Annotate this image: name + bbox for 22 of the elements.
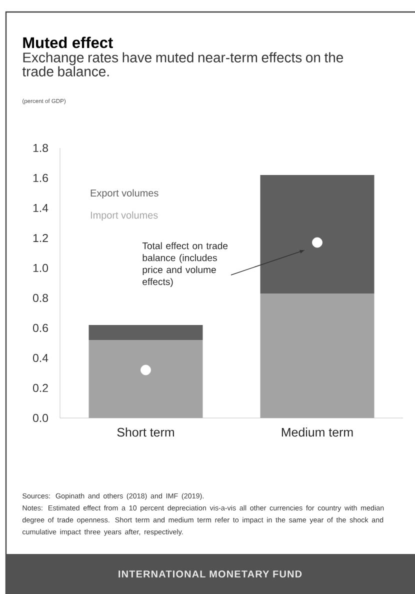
text: Export volumes — [90, 189, 158, 199]
bar — [260, 174, 374, 294]
chart-title: Muted effect — [23, 36, 113, 48]
annotation: Total effect on trade balance (includes price and volume effects) — [142, 242, 228, 287]
y-tick-label: 0.2 — [33, 384, 48, 392]
x-tick-label: Short term — [117, 428, 174, 437]
bar — [260, 293, 374, 418]
y-tick-label: 0.4 — [33, 354, 48, 362]
chart-subtitle: Exchange rates have muted near-term effects on the trade balance. — [22, 52, 344, 76]
y-tick-label: 1.2 — [33, 234, 48, 242]
y-tick-label: 1.4 — [33, 204, 48, 212]
y-tick-label: 1.0 — [33, 264, 48, 272]
y-tick-label: 0.6 — [33, 324, 48, 332]
y-tick-label: 1.6 — [33, 174, 48, 182]
y-tick-label: 0.0 — [33, 414, 48, 422]
text: Import volumes — [90, 211, 158, 221]
y-tick-label: 1.8 — [33, 144, 48, 152]
bar — [88, 340, 203, 418]
text: INTERNATIONAL MONETARY FUND — [118, 570, 302, 578]
bar — [88, 324, 203, 340]
x-tick-label: Medium term — [282, 428, 353, 437]
y-tick-label: 0.8 — [33, 294, 48, 302]
